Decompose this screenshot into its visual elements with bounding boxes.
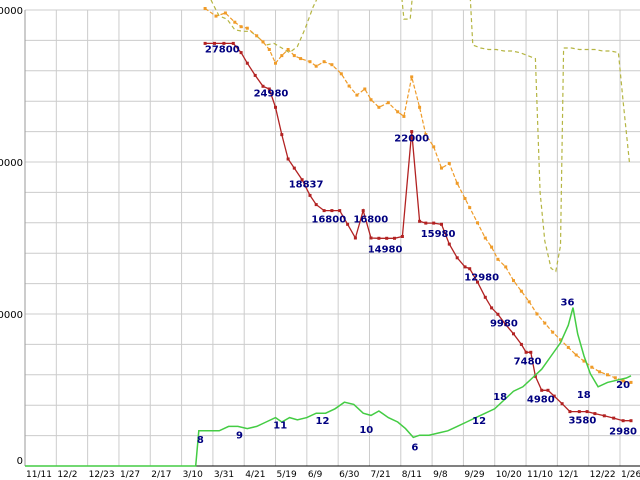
svg-text:1/27: 1/27	[120, 470, 140, 480]
svg-text:18837: 18837	[289, 180, 324, 191]
svg-text:15980: 15980	[421, 229, 456, 240]
svg-text:9: 9	[236, 430, 243, 441]
svg-text:8/11: 8/11	[402, 470, 422, 480]
svg-text:36: 36	[561, 298, 575, 309]
svg-text:10: 10	[359, 425, 373, 436]
svg-text:4980: 4980	[527, 394, 555, 405]
svg-text:16800: 16800	[353, 215, 388, 226]
svg-text:24980: 24980	[254, 88, 289, 99]
svg-text:12980: 12980	[464, 273, 499, 284]
svg-text:30000: 30000	[0, 6, 23, 17]
svg-text:27800: 27800	[205, 44, 240, 55]
svg-text:12/22: 12/22	[590, 470, 616, 480]
svg-text:18: 18	[493, 392, 507, 403]
svg-text:3/10: 3/10	[183, 470, 203, 480]
svg-text:11/10: 11/10	[527, 470, 553, 480]
svg-text:20: 20	[616, 380, 630, 391]
svg-text:1/26: 1/26	[621, 470, 640, 480]
series-store-count	[25, 307, 632, 467]
gridlines	[24, 9, 640, 466]
series-lowest-price	[203, 41, 633, 423]
svg-text:2/17: 2/17	[151, 470, 171, 480]
svg-text:6/30: 6/30	[339, 470, 359, 480]
svg-text:11/11: 11/11	[26, 470, 52, 480]
svg-text:6/9: 6/9	[308, 470, 323, 480]
svg-text:2980: 2980	[609, 427, 637, 438]
svg-text:10000: 10000	[0, 310, 23, 321]
svg-text:3/31: 3/31	[214, 470, 234, 480]
series-highest-price	[210, 0, 630, 273]
svg-text:9980: 9980	[490, 318, 518, 329]
svg-text:10/20: 10/20	[496, 470, 522, 480]
svg-text:12: 12	[472, 416, 486, 427]
svg-text:4/21: 4/21	[245, 470, 265, 480]
svg-text:22000: 22000	[394, 134, 429, 145]
x-axis-labels: 11/11 12/2 12/23 1/27 2/17 3/10 3/31 4/21 5/19 6/…	[26, 470, 640, 480]
svg-text:7/21: 7/21	[370, 470, 390, 480]
svg-text:9/8: 9/8	[433, 470, 448, 480]
svg-text:7480: 7480	[514, 356, 542, 367]
svg-text:6: 6	[411, 443, 418, 454]
svg-text:12: 12	[316, 416, 330, 427]
svg-text:11: 11	[273, 421, 287, 432]
svg-text:12/2: 12/2	[57, 470, 77, 480]
svg-text:5/19: 5/19	[277, 470, 297, 480]
svg-text:8: 8	[197, 435, 204, 446]
svg-text:3580: 3580	[568, 416, 596, 427]
svg-text:12/1: 12/1	[558, 470, 578, 480]
svg-text:14980: 14980	[368, 244, 403, 255]
value-labels: 27800 24980 18837 16800 16800 14980 22000 15980…	[197, 44, 637, 453]
svg-text:9/29: 9/29	[464, 470, 484, 480]
svg-text:18: 18	[577, 390, 591, 401]
svg-text:12/23: 12/23	[89, 470, 115, 480]
svg-text:0: 0	[17, 456, 23, 467]
series-average-price	[203, 7, 633, 384]
svg-text:16800: 16800	[311, 215, 346, 226]
